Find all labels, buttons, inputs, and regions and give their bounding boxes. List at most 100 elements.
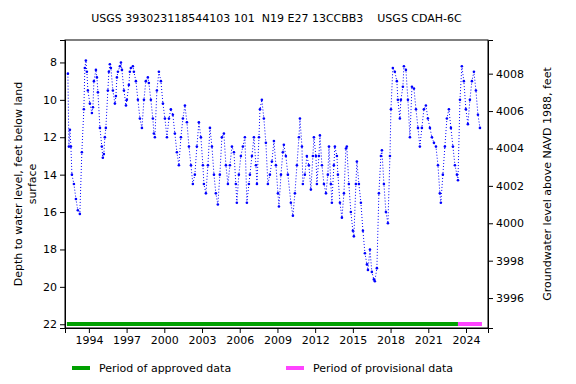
water-level-point [467,123,470,126]
tick-mark [277,328,278,333]
tick-label: 4002 [496,180,524,193]
water-level-point [336,155,339,158]
period-bar [458,322,482,326]
x-axis-tick: 2018 [377,328,405,347]
water-level-point [350,211,353,214]
water-level-point [389,155,392,158]
tick-label: 2024 [453,334,481,347]
y2-axis-tick: 4008 [488,68,524,81]
water-level-point [313,136,316,139]
water-level-point [198,121,201,124]
water-level-point [316,183,319,186]
water-level-point [168,117,171,120]
water-level-point [207,164,210,167]
legend-swatch [286,366,304,370]
water-level-point [79,213,82,216]
water-level-point [192,183,195,186]
water-level-point [421,127,424,130]
water-level-point [278,205,281,208]
x-axis-tick: 2003 [189,328,217,347]
x-axis-tick: 1994 [75,328,103,347]
tick-label: 2012 [302,334,330,347]
water-level-point [348,183,351,186]
water-level-point [333,164,336,167]
water-level-point [429,127,432,130]
water-level-point [296,164,299,167]
water-level-point [337,173,340,176]
water-level-point [444,145,447,148]
x-axis-tick: 2006 [226,328,254,347]
water-level-point [383,183,386,186]
water-level-point [178,164,181,167]
x-axis-tick: 2015 [339,328,367,347]
water-level-point [166,136,169,139]
water-level-point [119,65,122,68]
water-level-point [380,155,383,158]
water-level-point [362,229,365,232]
water-level-point [240,155,243,158]
plot-frame [65,40,488,328]
water-level-point [319,134,322,137]
water-level-point [328,145,331,148]
water-level-point [479,127,482,130]
water-level-point [115,95,118,98]
water-level-point [456,173,459,176]
water-level-point [310,188,313,191]
water-level-point [126,99,129,102]
y2-axis-tick: 4004 [488,142,524,155]
water-level-point [110,67,113,70]
water-level-point [244,136,247,139]
tick-mark [60,324,65,325]
y-axis-tick: 12 [43,131,65,144]
water-level-point [463,80,466,83]
water-level-point [283,143,286,146]
water-level-point [265,142,268,145]
water-level-point [158,70,161,73]
water-level-point [107,89,110,92]
tick-mark [60,100,65,101]
water-level-point [150,99,153,102]
y2-axis-tick: 3998 [488,255,524,268]
water-level-point [452,145,455,148]
water-level-point [120,61,123,64]
water-level-point [67,72,70,75]
water-level-point [294,192,297,195]
water-level-point [285,155,288,158]
legend-label: Period of provisional data [313,362,453,375]
tick-mark [60,175,65,176]
tick-label: 12 [43,131,57,144]
water-level-point [403,65,406,68]
water-level-point [93,80,96,83]
water-level-point [369,248,372,251]
water-level-point [128,84,131,87]
water-level-point [147,76,150,79]
tick-label: 2003 [189,334,217,347]
y2-axis-tick: 4002 [488,180,524,193]
tick-label: 4000 [496,217,524,230]
water-level-point [330,183,333,186]
water-level-point [427,117,430,120]
water-level-point [148,82,151,85]
water-level-point [306,155,309,158]
water-level-point [367,269,370,272]
water-level-point [475,89,478,92]
water-level-point [280,173,283,176]
water-level-point [130,67,133,70]
water-level-point [394,70,397,73]
period-bar [67,322,458,326]
water-level-point [387,222,390,225]
y2-axis-tick: 4006 [488,105,524,118]
water-level-point [133,70,136,73]
water-level-point [277,192,280,195]
water-level-point [411,85,414,88]
water-level-point [431,136,434,139]
tick-mark [89,328,90,333]
y-axis-tick: 18 [43,243,65,256]
water-level-point [238,173,241,176]
water-level-point [164,117,167,120]
water-level-point [229,164,232,167]
y-axis-tick: 10 [43,94,65,107]
tick-label: 20 [43,281,57,294]
water-level-point [125,104,128,107]
x-axis-tick: 2024 [453,328,481,347]
